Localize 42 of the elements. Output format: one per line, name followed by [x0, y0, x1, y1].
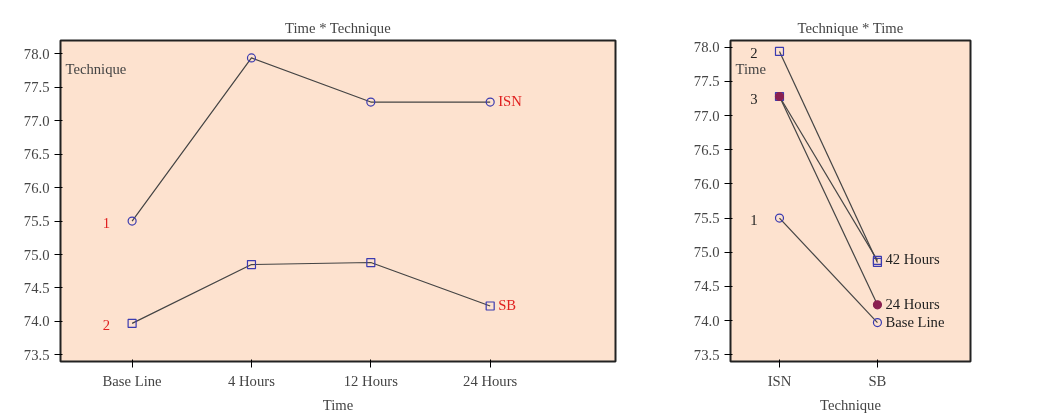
- series-label: 42 Hours: [885, 251, 940, 268]
- y-tick-label: 76.0: [23, 179, 50, 196]
- y-tick-label: 75.0: [23, 246, 50, 263]
- x-tick-label: 24 Hours: [463, 372, 518, 389]
- y-tick-label: 78.0: [23, 45, 50, 62]
- y-tick-label: 75.5: [693, 210, 720, 227]
- y-tick-label: 77.5: [693, 73, 720, 90]
- y-tick-label: 74.5: [693, 278, 720, 295]
- y-tick-label: 76.5: [693, 141, 720, 158]
- chart-title: Technique * Time: [797, 19, 904, 36]
- x-tick-label: Base Line: [102, 372, 162, 389]
- y-tick-label: 75.0: [693, 244, 720, 261]
- annotation: 1: [750, 212, 758, 229]
- annotation: 2: [750, 45, 758, 62]
- x-tick-label: ISN: [767, 372, 792, 389]
- chart-title: Time * Technique: [285, 19, 391, 36]
- y-tick-label: 74.0: [693, 312, 720, 329]
- series-label: ISN: [498, 93, 523, 110]
- y-tick-label: 74.0: [23, 313, 50, 330]
- annotation: 1: [102, 215, 111, 232]
- y-tick-label: 73.5: [693, 346, 720, 363]
- y-tick-label: 78.0: [693, 39, 720, 56]
- x-axis-title: Technique: [820, 396, 881, 413]
- x-tick-label: 4 Hours: [228, 372, 276, 389]
- series-label: SB: [498, 296, 517, 313]
- y-tick-label: 73.5: [23, 346, 50, 363]
- y-tick-label: 77.0: [23, 112, 50, 129]
- x-axis-title: Time: [322, 396, 354, 413]
- series-label: 24 Hours: [885, 295, 940, 312]
- annotation: 3: [750, 90, 758, 107]
- y-tick-label: 76.5: [23, 146, 50, 163]
- y-tick-label: 77.5: [23, 79, 50, 96]
- y-tick-label: 76.0: [693, 175, 720, 192]
- x-tick-label: SB: [868, 372, 887, 389]
- y-tick-label: 77.0: [693, 107, 720, 124]
- annotation: 2: [102, 317, 111, 334]
- legend-title: Time: [735, 60, 766, 77]
- y-tick-label: 74.5: [23, 279, 50, 296]
- y-tick-label: 75.5: [23, 213, 50, 230]
- series-label: Base Line: [885, 313, 945, 330]
- legend-title: Technique: [65, 60, 127, 77]
- x-tick-label: 12 Hours: [343, 372, 399, 389]
